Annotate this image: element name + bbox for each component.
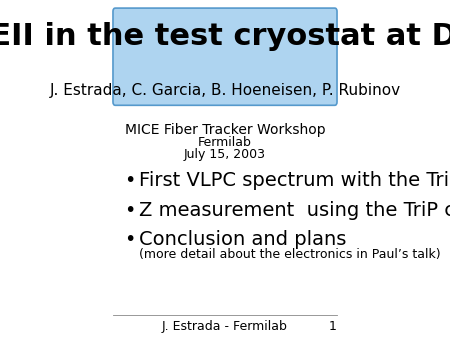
Text: MICE Fiber Tracker Workshop: MICE Fiber Tracker Workshop — [125, 123, 325, 138]
Text: (more detail about the electronics in Paul’s talk): (more detail about the electronics in Pa… — [139, 248, 441, 261]
Text: 1: 1 — [329, 320, 337, 333]
Text: Conclusion and plans: Conclusion and plans — [139, 230, 346, 249]
Text: AFEII in the test cryostat at DAB: AFEII in the test cryostat at DAB — [0, 22, 450, 51]
Text: July 15, 2003: July 15, 2003 — [184, 148, 266, 161]
Text: •: • — [124, 230, 135, 249]
Text: Z measurement  using the TriP chip: Z measurement using the TriP chip — [139, 201, 450, 220]
Text: •: • — [124, 201, 135, 220]
Text: First VLPC spectrum with the TriP chip: First VLPC spectrum with the TriP chip — [139, 171, 450, 190]
Text: •: • — [124, 171, 135, 190]
Text: J. Estrada, C. Garcia, B. Hoeneisen, P. Rubinov: J. Estrada, C. Garcia, B. Hoeneisen, P. … — [50, 83, 400, 98]
Text: Fermilab: Fermilab — [198, 136, 252, 149]
Text: J. Estrada - Fermilab: J. Estrada - Fermilab — [162, 320, 288, 333]
FancyBboxPatch shape — [113, 8, 337, 105]
